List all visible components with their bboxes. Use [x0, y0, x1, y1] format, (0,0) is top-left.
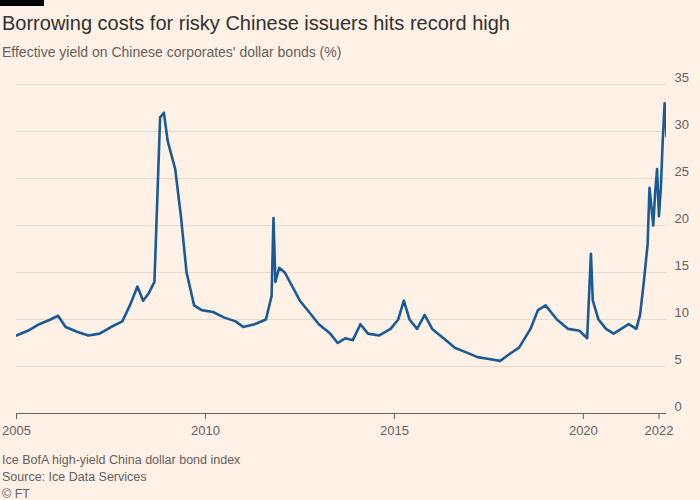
html-text:Source: Ice Data Services: Source: Ice Data Services: [2, 470, 147, 484]
svg-text:15: 15: [675, 258, 689, 273]
svg-text:0: 0: [675, 399, 682, 414]
html-text:Effective yield on Chinese cor: Effective yield on Chinese corporates' d…: [2, 44, 342, 60]
html-text:© FT: © FT: [2, 487, 30, 500]
svg-text:20: 20: [675, 211, 689, 226]
svg-text:35: 35: [675, 70, 689, 85]
svg-text:2022: 2022: [644, 423, 673, 438]
svg-text:25: 25: [675, 164, 689, 179]
svg-text:30: 30: [675, 117, 689, 132]
svg-text:2010: 2010: [191, 423, 220, 438]
html-text:Borrowing costs for risky Chin: Borrowing costs for risky Chinese issuer…: [2, 12, 510, 34]
html-text:Ice BofA high-yield China doll: Ice BofA high-yield China dollar bond in…: [2, 453, 241, 467]
svg-text:5: 5: [675, 352, 682, 367]
svg-text:10: 10: [675, 305, 689, 320]
svg-text:2020: 2020: [569, 423, 598, 438]
svg-text:2015: 2015: [380, 423, 409, 438]
svg-text:2005: 2005: [2, 423, 31, 438]
